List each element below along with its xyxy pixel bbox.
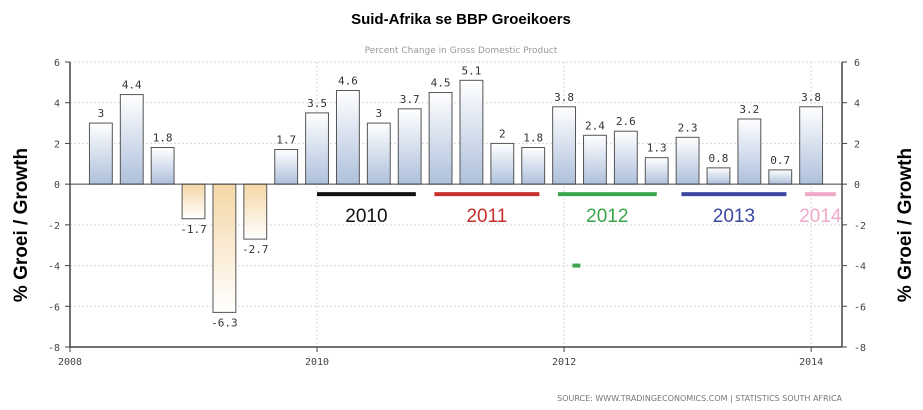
y-tick-label-left: 4: [54, 99, 60, 110]
y-tick-label-right: -4: [854, 262, 866, 273]
data-label: 1.3: [647, 142, 667, 155]
data-label: -1.7: [180, 223, 207, 236]
data-label: 2.6: [616, 115, 636, 128]
data-label: 3: [375, 107, 382, 120]
chart-title: Suid-Afrika se BBP Groeikoers: [351, 11, 571, 28]
data-label: 0.7: [770, 154, 790, 167]
data-label: 5.1: [462, 64, 482, 77]
y-tick-label-right: -2: [854, 221, 866, 232]
data-labels: 3 4.4 1.8 -1.7 -6.3 -2.7 1.7 3.5 4.6 3 3.7 4.5 5.1 2 1…: [98, 64, 821, 329]
y-tick-label-left: -4: [48, 262, 60, 273]
bar: [366, 122, 391, 185]
bar: [613, 130, 638, 185]
bar: [675, 136, 700, 185]
year-annotation-line: [317, 192, 416, 197]
data-label: 2.3: [678, 121, 698, 134]
bar: [243, 183, 268, 240]
data-label: 3.5: [307, 97, 327, 110]
bar: [799, 106, 824, 185]
year-annotation-line: [804, 192, 836, 197]
y-tick-label-right: 4: [854, 99, 860, 110]
y-tick-label-right: 0: [854, 180, 860, 191]
data-label: -2.7: [242, 243, 269, 256]
y-axis-label-right: % Groei / Growth: [895, 148, 916, 302]
x-tick-label: 2008: [58, 357, 82, 368]
bar: [305, 112, 329, 185]
bar: [490, 142, 515, 185]
y-tick-label-left: 0: [54, 180, 60, 191]
bar: [459, 79, 484, 185]
data-label: 1.8: [523, 132, 543, 145]
bar: [88, 122, 113, 185]
bar: [521, 147, 546, 185]
source-note: SOURCE: WWW.TRADINGECONOMICS.COM | STATI…: [557, 394, 842, 403]
stray-mark: [572, 263, 581, 268]
data-label: 2.4: [585, 119, 605, 132]
bar: [212, 183, 237, 313]
bar: [119, 94, 144, 185]
data-label: -6.3: [211, 316, 238, 329]
chart-subtitle: Percent Change in Gross Domestic Product: [365, 46, 558, 56]
year-annotation-label: 2011: [466, 206, 507, 227]
y-tick-label-right: -6: [854, 302, 866, 313]
bar: [150, 147, 175, 185]
y-tick-label-left: 6: [54, 58, 60, 69]
year-annotation-label: 2012: [586, 206, 628, 227]
data-label: 2: [499, 127, 506, 140]
bar: [737, 118, 762, 185]
year-annotation-label: 2014: [799, 206, 842, 227]
y-tick-label-right: 2: [854, 139, 860, 150]
data-label: 0.8: [709, 152, 729, 165]
data-label: 1.8: [153, 132, 173, 145]
bar: [552, 106, 577, 185]
y-tick-label-left: -8: [48, 343, 60, 354]
data-label: 1.7: [276, 134, 296, 147]
data-label: 4.5: [431, 77, 451, 90]
data-label: 3.8: [801, 91, 821, 104]
y-tick-label-right: 6: [854, 58, 860, 69]
bar: [644, 157, 669, 185]
axes: -8 -8 -6 -6 -4 -4 -2 -2 0 0 2 2 4 4 6 6 2008 2010 2012 2014: [48, 58, 866, 368]
data-label: 3.7: [400, 93, 420, 106]
bar: [181, 183, 206, 220]
bar: [397, 108, 422, 185]
year-annotation-line: [557, 192, 657, 197]
data-label: 3.8: [554, 91, 574, 104]
y-tick-label-left: 2: [54, 139, 60, 150]
bar: [335, 90, 360, 185]
year-annotation-label: 2010: [345, 206, 387, 227]
x-tick-label: 2014: [799, 357, 823, 368]
y-tick-label-right: -8: [854, 343, 866, 354]
year-annotations: 2010 2011 2012 2013 2014: [317, 192, 842, 268]
x-tick-label: 2010: [305, 357, 329, 368]
data-label: 4.6: [338, 75, 358, 88]
data-label: 3.2: [739, 103, 759, 116]
bar: [583, 134, 607, 185]
bar: [274, 149, 299, 185]
data-label: 4.4: [122, 79, 142, 92]
bar: [428, 92, 453, 185]
y-tick-label-left: -6: [48, 302, 60, 313]
data-label: 3: [98, 107, 105, 120]
bar: [768, 169, 793, 185]
y-axis-label-left: % Groei / Growth: [11, 148, 32, 302]
year-annotation-line: [681, 192, 787, 197]
year-annotation-line: [434, 192, 540, 197]
x-tick-label: 2012: [552, 357, 576, 368]
y-tick-label-left: -2: [48, 221, 60, 232]
year-annotation-label: 2013: [713, 206, 755, 227]
bars: [88, 79, 824, 313]
bar: [706, 167, 731, 185]
